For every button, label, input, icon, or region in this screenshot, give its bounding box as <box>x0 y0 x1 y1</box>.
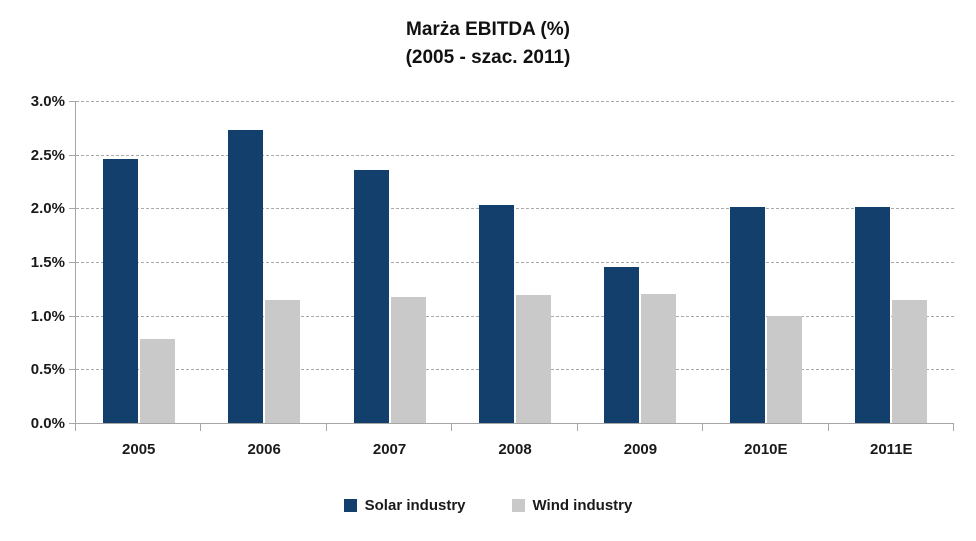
y-axis-tick <box>69 369 76 371</box>
chart-subtitle: (2005 - szac. 2011) <box>405 46 571 68</box>
legend-item-solar-industry: Solar industry <box>343 497 466 514</box>
bar-solar-industry <box>479 205 514 423</box>
x-axis-label: 2011E <box>870 441 913 458</box>
x-axis-label: 2007 <box>372 441 407 458</box>
y-axis-tick <box>69 423 76 424</box>
x-axis-label: 2005 <box>122 441 156 458</box>
legend: Solar industry Wind industry <box>0 497 976 514</box>
bar-wind-industry <box>265 299 301 423</box>
y-axis-tick <box>69 101 76 102</box>
x-axis-label: 2008 <box>498 441 532 458</box>
x-axis-tick <box>75 424 76 431</box>
bar-solar-industry <box>729 207 765 423</box>
bar-solar-industry <box>102 158 138 423</box>
y-axis-tick <box>69 315 76 317</box>
bar-solar-industry <box>855 207 891 423</box>
gridline <box>76 369 954 371</box>
legend-swatch-icon <box>511 499 525 512</box>
y-axis-tick <box>69 154 76 156</box>
gridline <box>76 315 954 317</box>
x-axis-tick <box>200 424 202 431</box>
legend-label: Wind industry <box>532 497 633 514</box>
x-axis-tick <box>953 424 954 431</box>
y-axis-tick <box>69 262 76 263</box>
x-axis-tick <box>325 424 327 431</box>
x-axis-label: 2006 <box>247 441 281 458</box>
gridline <box>76 154 954 156</box>
x-axis-tick <box>576 424 578 431</box>
y-axis-label: 1.0% <box>30 307 65 325</box>
chart-title-block: Marża EBITDA (%) (2005 - szac. 2011) <box>0 16 976 71</box>
y-axis-label: 0.5% <box>30 361 65 379</box>
x-axis-tick <box>451 424 453 431</box>
bar-wind-industry <box>641 294 677 423</box>
bar-wind-industry <box>139 339 175 423</box>
y-axis-label: 3.0% <box>30 93 65 110</box>
gridline <box>76 208 954 210</box>
bar-solar-industry <box>353 169 389 423</box>
gridline <box>76 101 954 102</box>
legend-label: Solar industry <box>364 497 466 514</box>
bar-wind-industry <box>516 295 551 423</box>
x-axis-tick <box>827 424 829 431</box>
y-axis-label: 0.0% <box>30 415 65 432</box>
bar-wind-industry <box>390 297 426 423</box>
x-axis-label: 2010E <box>744 441 788 458</box>
gridline <box>76 262 954 263</box>
bar-solar-industry <box>228 129 264 423</box>
x-axis-label: 2009 <box>623 441 658 458</box>
x-axis-tick <box>702 424 704 431</box>
legend-swatch-icon <box>343 499 357 512</box>
y-axis-label: 2.0% <box>30 200 65 218</box>
y-axis-label: 1.5% <box>30 254 65 271</box>
y-axis-label: 2.5% <box>30 146 65 164</box>
legend-item-wind-industry: Wind industry <box>511 497 633 514</box>
plot-area: 0.0% 0.5% 1.0% 1.5% 2.0% 2.5% 3.0% 2005 2006 2007… <box>31 93 954 458</box>
bar-wind-industry <box>766 315 802 423</box>
bar-solar-industry <box>604 267 640 423</box>
bar-wind-industry <box>892 299 928 423</box>
chart-title: Marża EBITDA (%) <box>406 19 570 40</box>
y-axis-tick <box>69 208 76 210</box>
